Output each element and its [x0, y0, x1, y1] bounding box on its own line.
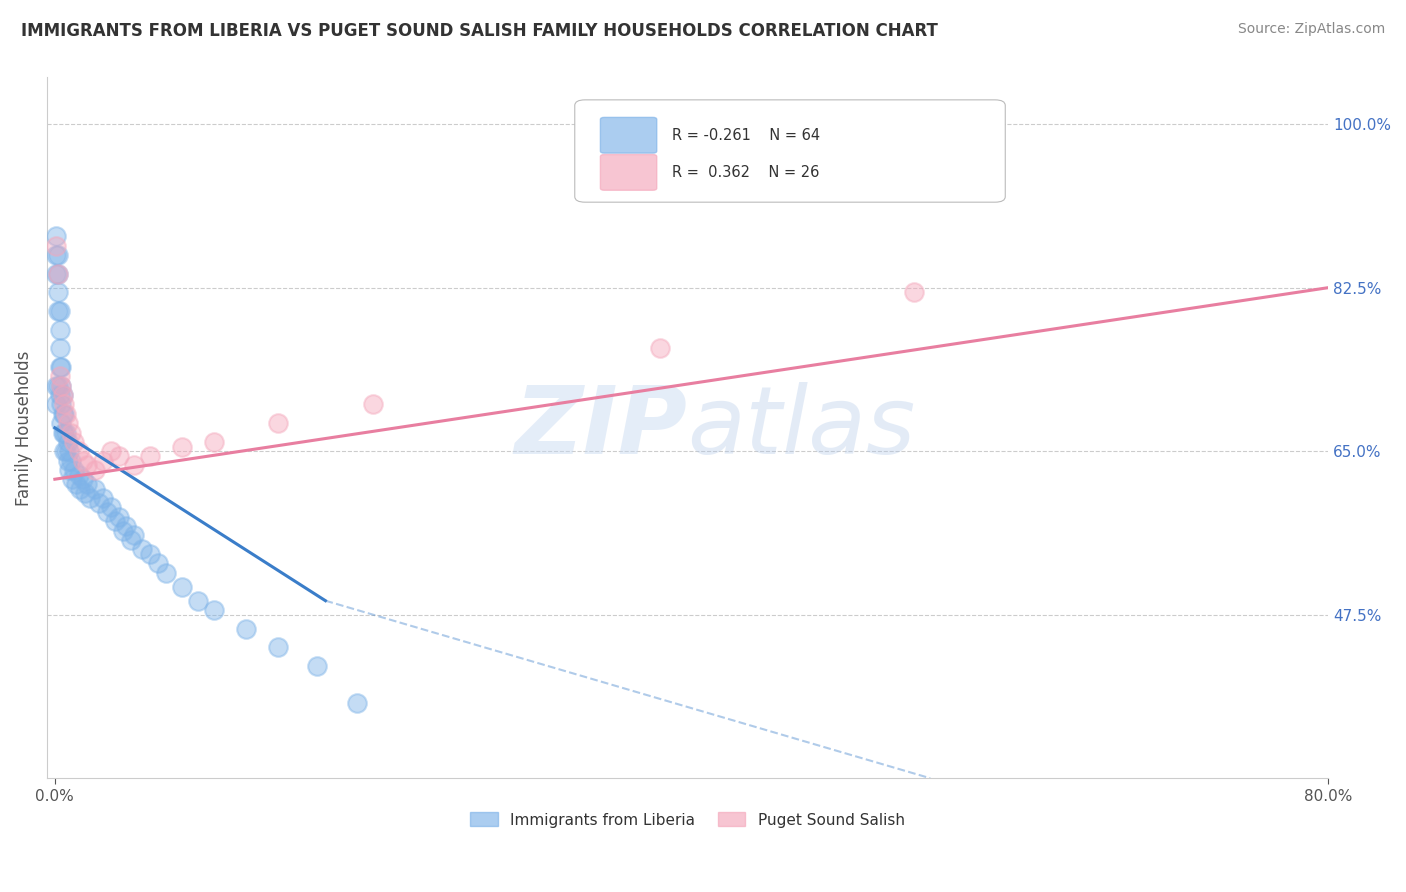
Text: atlas: atlas	[688, 383, 915, 474]
Point	[48, 388, 70, 402]
Point	[51, 378, 73, 392]
Point	[148, 557, 170, 571]
Point	[48, 304, 70, 318]
Point	[46, 267, 69, 281]
Legend: Immigrants from Liberia, Puget Sound Salish: Immigrants from Liberia, Puget Sound Sal…	[464, 806, 911, 834]
Text: R = -0.261    N = 64: R = -0.261 N = 64	[672, 128, 820, 143]
Point	[46, 304, 69, 318]
Point	[361, 397, 384, 411]
Point	[51, 360, 73, 375]
Point	[59, 425, 82, 440]
FancyBboxPatch shape	[600, 118, 657, 153]
Point	[67, 444, 90, 458]
Point	[172, 580, 194, 594]
Point	[104, 514, 127, 528]
Point	[100, 500, 122, 515]
Point	[266, 640, 288, 655]
Point	[52, 388, 75, 402]
Point	[58, 463, 80, 477]
Point	[648, 342, 671, 356]
Point	[56, 434, 79, 449]
FancyBboxPatch shape	[600, 154, 657, 190]
Point	[53, 407, 76, 421]
Point	[187, 593, 209, 607]
Point	[107, 449, 129, 463]
Point	[63, 463, 86, 477]
Point	[45, 229, 67, 244]
Point	[45, 248, 67, 262]
Point	[48, 369, 70, 384]
Point	[48, 323, 70, 337]
Point	[75, 486, 97, 500]
Point	[46, 248, 69, 262]
Point	[79, 491, 101, 505]
Point	[266, 416, 288, 430]
Point	[76, 458, 98, 473]
Point	[91, 453, 114, 467]
Point	[96, 505, 118, 519]
Text: ZIP: ZIP	[515, 382, 688, 474]
Point	[51, 416, 73, 430]
Point	[346, 697, 368, 711]
Point	[58, 444, 80, 458]
Point	[63, 434, 86, 449]
Point	[124, 458, 146, 473]
Point	[124, 528, 146, 542]
Point	[72, 472, 94, 486]
Point	[52, 407, 75, 421]
Point	[53, 444, 76, 458]
Point	[139, 547, 162, 561]
Point	[89, 495, 111, 509]
Point	[55, 425, 77, 440]
Point	[56, 416, 79, 430]
Point	[172, 440, 194, 454]
Point	[45, 397, 67, 411]
Point	[55, 444, 77, 458]
Point	[59, 453, 82, 467]
Point	[115, 519, 138, 533]
Point	[139, 449, 162, 463]
Point	[100, 444, 122, 458]
Point	[52, 388, 75, 402]
Point	[46, 267, 69, 281]
Point	[76, 476, 98, 491]
Point	[55, 407, 77, 421]
Text: IMMIGRANTS FROM LIBERIA VS PUGET SOUND SALISH FAMILY HOUSEHOLDS CORRELATION CHAR: IMMIGRANTS FROM LIBERIA VS PUGET SOUND S…	[21, 22, 938, 40]
Point	[65, 476, 87, 491]
Point	[69, 482, 91, 496]
Point	[202, 434, 225, 449]
Point	[46, 378, 69, 392]
Text: Source: ZipAtlas.com: Source: ZipAtlas.com	[1237, 22, 1385, 37]
Point	[53, 397, 76, 411]
Point	[202, 603, 225, 617]
Point	[51, 378, 73, 392]
Point	[60, 472, 83, 486]
Point	[72, 453, 94, 467]
Point	[903, 285, 925, 300]
Point	[120, 533, 142, 547]
Text: R =  0.362    N = 26: R = 0.362 N = 26	[672, 165, 820, 180]
Point	[235, 622, 257, 636]
FancyBboxPatch shape	[575, 100, 1005, 202]
Point	[83, 482, 105, 496]
Point	[46, 285, 69, 300]
Point	[53, 425, 76, 440]
Point	[307, 659, 329, 673]
Point	[45, 238, 67, 252]
Point	[48, 342, 70, 356]
Point	[48, 360, 70, 375]
Point	[91, 491, 114, 505]
Point	[51, 397, 73, 411]
Point	[45, 378, 67, 392]
Point	[112, 524, 135, 538]
Y-axis label: Family Households: Family Households	[15, 351, 32, 506]
Point	[67, 467, 90, 482]
Point	[56, 453, 79, 467]
Point	[155, 566, 177, 580]
Point	[83, 463, 105, 477]
Point	[45, 267, 67, 281]
Point	[131, 542, 153, 557]
Point	[107, 509, 129, 524]
Point	[52, 425, 75, 440]
